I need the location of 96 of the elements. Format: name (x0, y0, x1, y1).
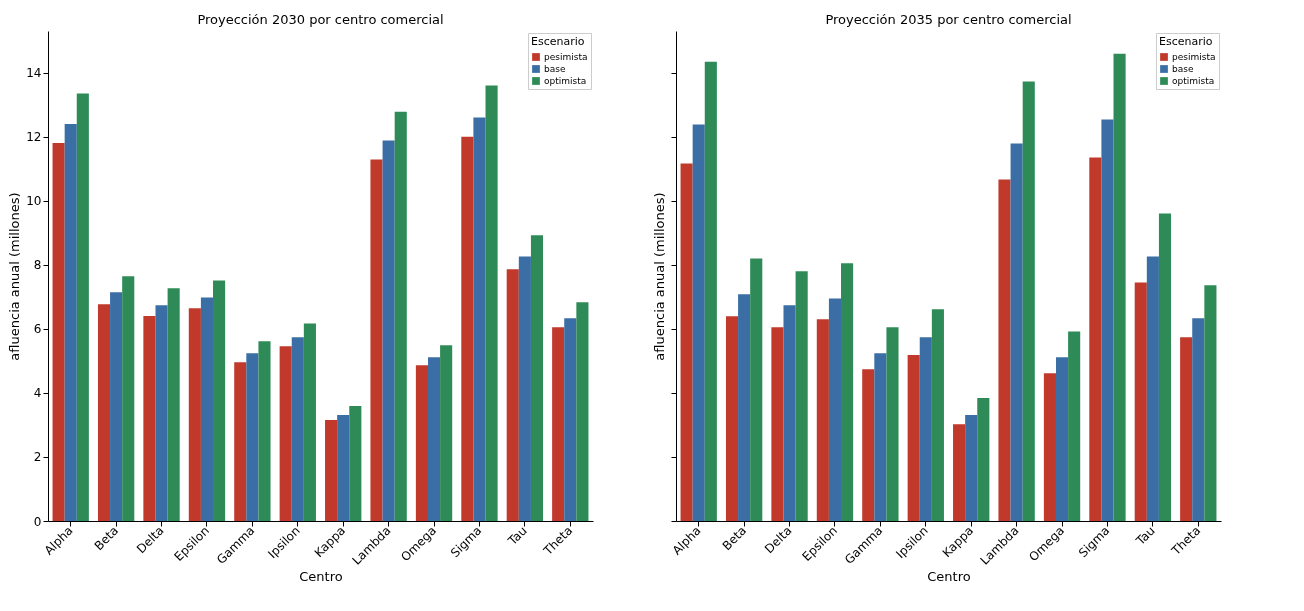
bar (337, 414, 350, 521)
bar (931, 309, 944, 521)
bar (704, 61, 717, 521)
bar (155, 305, 168, 521)
bar (907, 355, 920, 521)
bar (816, 319, 829, 521)
bar (370, 159, 383, 521)
bar (382, 140, 395, 521)
bar (886, 327, 899, 521)
bar (122, 276, 135, 521)
y-tick-label: 4 (33, 386, 42, 401)
bar (1068, 331, 1081, 521)
legend-title: Escenario (531, 35, 585, 48)
bar (473, 117, 486, 521)
bar (1146, 256, 1159, 521)
bar (440, 345, 453, 521)
y-tick-label: 10 (26, 194, 42, 209)
bar (725, 316, 739, 521)
bar (977, 398, 990, 521)
bar (110, 292, 123, 521)
x-axis-title: Centro (927, 568, 971, 584)
bar (246, 353, 259, 521)
bar (1055, 357, 1069, 521)
bar (427, 357, 441, 521)
bar (919, 337, 932, 521)
bar (1192, 318, 1205, 521)
bar (518, 256, 531, 521)
x-axis-title: Centro (299, 568, 343, 584)
bar (52, 143, 65, 521)
bar (461, 136, 474, 521)
bar (97, 304, 111, 521)
bar (862, 369, 875, 521)
bar (506, 269, 519, 521)
chart-title: Proyección 2035 por centro comercial (825, 12, 1072, 27)
bar (485, 85, 498, 521)
bar (1101, 119, 1114, 521)
legend-label: pesimista (1172, 52, 1216, 62)
bar (530, 235, 544, 521)
bar (325, 420, 338, 521)
bar (680, 163, 693, 521)
x-tick-label: Tau (504, 523, 530, 549)
bar (795, 271, 808, 521)
bar (167, 288, 180, 521)
bar (1158, 213, 1172, 521)
bar (1089, 157, 1102, 521)
bar (1180, 337, 1193, 521)
bar (828, 298, 842, 521)
bar (692, 124, 705, 521)
bar (783, 305, 796, 521)
bar (953, 424, 966, 521)
bar (234, 362, 247, 521)
bar (552, 327, 565, 521)
bar (1010, 143, 1023, 521)
legend-label: base (1172, 64, 1194, 74)
bar (279, 346, 292, 521)
legend-title: Escenario (1159, 35, 1213, 48)
y-tick-label: 14 (26, 66, 42, 81)
bar (841, 263, 854, 521)
bar (200, 297, 214, 521)
bar (291, 337, 304, 521)
bar (965, 414, 978, 521)
bar (303, 323, 316, 521)
bar (738, 294, 751, 521)
bar (1043, 373, 1056, 521)
y-tick-label: 0 (33, 514, 42, 529)
bar (1204, 285, 1217, 521)
y-tick-label: 8 (33, 258, 42, 273)
bar (564, 318, 577, 521)
bar (998, 179, 1011, 521)
legend-label: pesimista (544, 52, 588, 62)
bar (1113, 53, 1126, 521)
chart-title: Proyección 2030 por centro comercial (197, 12, 444, 27)
bar (258, 341, 271, 521)
bar (576, 302, 589, 521)
y-axis-title: afluencia anual (millones) (7, 192, 23, 361)
bar (213, 280, 226, 521)
bar (771, 327, 784, 521)
bar (415, 365, 428, 521)
bar (349, 406, 362, 521)
bar (1134, 282, 1147, 521)
bar (64, 123, 77, 521)
legend-label: optimista (1172, 76, 1215, 86)
x-tick-label: Tau (1132, 523, 1158, 549)
legend-label: base (544, 64, 566, 74)
y-axis-title: afluencia anual (millones) (652, 192, 667, 361)
y-tick-label: 6 (33, 322, 42, 337)
bar (76, 93, 89, 521)
bar (394, 111, 407, 521)
legend-label: optimista (544, 76, 587, 86)
y-tick-label: 2 (33, 450, 42, 465)
bar (874, 353, 887, 521)
bar (188, 308, 201, 521)
bar (143, 316, 156, 521)
y-tick-label: 12 (26, 130, 42, 145)
bar (750, 258, 763, 521)
bar (1022, 81, 1035, 521)
